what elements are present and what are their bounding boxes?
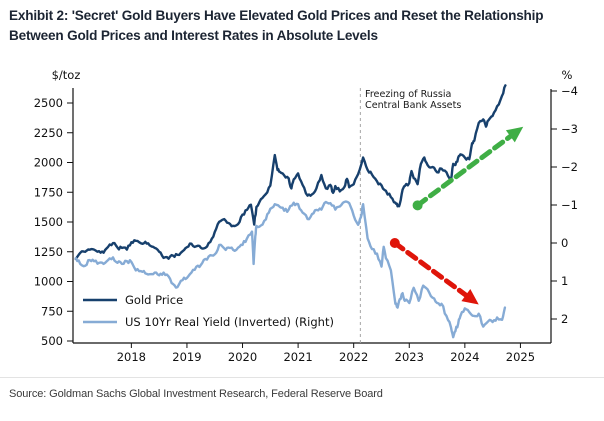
left-tick-label: 500	[41, 334, 63, 348]
legend-label-gold-price: Gold Price	[125, 293, 183, 307]
right-tick-label: −4	[561, 84, 578, 98]
yield-trend-arrow-head	[461, 289, 479, 305]
right-tick-label: 2	[561, 312, 568, 326]
x-tick-label: 2020	[228, 350, 257, 364]
annotation-line-1: Freezing of Russia	[365, 89, 451, 100]
left-tick-label: 2250	[34, 126, 63, 140]
axis-ticks: 2500 2250 2000 1750 1500 1250 1000 750 500 −4 −3 −2…	[34, 84, 578, 364]
annotation-line-2: Central Bank Assets	[365, 100, 461, 111]
left-axis-unit-label: $/toz	[52, 68, 81, 82]
gold-trend-arrow-shaft	[415, 133, 513, 208]
yield-trend-arrow-shaft	[392, 240, 469, 298]
right-tick-label: −1	[561, 198, 578, 212]
event-annotation: Freezing of Russia Central Bank Assets	[359, 88, 461, 343]
legend-label-real-yield: US 10Yr Real Yield (Inverted) (Right)	[125, 315, 334, 329]
left-tick-label: 2000	[34, 156, 63, 170]
source-note: Source: Goldman Sachs Global Investment …	[0, 377, 604, 400]
left-tick-label: 1250	[34, 245, 63, 259]
chart-legend: Gold Price US 10Yr Real Yield (Inverted)…	[83, 293, 334, 329]
x-tick-label: 2022	[339, 350, 368, 364]
left-tick-label: 1000	[34, 275, 63, 289]
x-tick-label: 2021	[283, 350, 312, 364]
right-axis-unit-label: %	[562, 68, 573, 82]
data-series	[74, 84, 507, 339]
real-yield-line	[74, 200, 507, 339]
right-tick-label: 1	[561, 274, 568, 288]
x-tick-label: 2019	[172, 350, 201, 364]
left-tick-label: 1500	[34, 215, 63, 229]
left-tick-label: 1750	[34, 185, 63, 199]
chart-title: Exhibit 2: 'Secret' Gold Buyers Have Ele…	[9, 8, 544, 44]
left-tick-label: 750	[41, 304, 63, 318]
left-tick-label: 2500	[34, 96, 63, 110]
right-tick-label: −3	[561, 122, 578, 136]
x-tick-label: 2025	[506, 350, 535, 364]
right-tick-label: 0	[561, 236, 568, 250]
x-tick-label: 2023	[395, 350, 424, 364]
gold-trend-arrow-head	[505, 126, 524, 143]
gold-price-line	[74, 84, 507, 261]
trend-arrows	[389, 126, 524, 305]
x-tick-label: 2018	[117, 350, 146, 364]
right-tick-label: −2	[561, 160, 578, 174]
x-tick-label: 2024	[450, 350, 479, 364]
